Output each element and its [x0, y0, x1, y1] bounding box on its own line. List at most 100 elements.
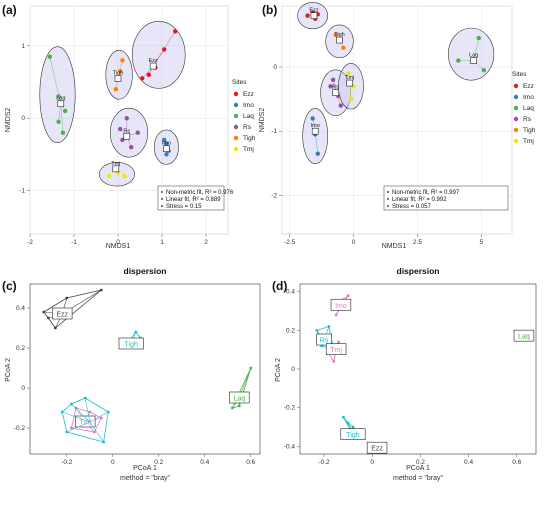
- x-tick-label: 0: [111, 459, 115, 466]
- legend-label: Rs: [243, 124, 252, 131]
- data-point: [42, 310, 46, 314]
- centroid-marker: [114, 75, 122, 82]
- data-point: [348, 96, 354, 102]
- data-point: [481, 68, 487, 73]
- legend-swatch: [233, 102, 239, 108]
- y-tick-label: 0: [21, 115, 25, 122]
- data-point: [65, 430, 69, 434]
- stats-frame: [157, 185, 225, 211]
- data-point: [47, 316, 50, 320]
- data-point: [334, 313, 338, 317]
- data-point: [74, 406, 78, 410]
- x-tick-label: 0: [116, 239, 120, 246]
- data-point: [330, 77, 336, 83]
- plot-title: dispersion: [124, 266, 167, 276]
- legend-label: Tigh: [523, 127, 536, 134]
- legend: Sites Ezz Imo Laq Rs Tigh Tmj: [232, 79, 256, 153]
- plot-title: dispersion: [397, 266, 440, 276]
- site-label: Tigh: [334, 32, 345, 38]
- centroid-label: Tmj: [79, 420, 91, 427]
- data-point: [164, 141, 169, 146]
- x-tick-label: 0.6: [512, 459, 521, 466]
- panel-a: (a) -2 -1 0 1 2 -1 0 1 NMDS1 NMDS2 Ezz Imo Laq Rs Tigh T…: [2, 3, 256, 250]
- panel-label: (d): [272, 279, 287, 293]
- data-point: [328, 84, 333, 89]
- y-tick-label: 0.4: [286, 289, 295, 296]
- data-point: [315, 151, 320, 156]
- stats-bullet: [161, 198, 163, 200]
- data-point: [327, 325, 331, 328]
- data-point: [129, 144, 134, 150]
- centroid-label: Tmj: [330, 347, 342, 354]
- confidence-ellipse: [448, 27, 495, 81]
- x-tick-label: 0.2: [154, 459, 163, 466]
- legend-swatch: [233, 135, 239, 141]
- legend-label: Tmj: [523, 138, 534, 145]
- y-tick-label: 0.2: [286, 327, 295, 334]
- legend-title: Sites: [512, 71, 527, 78]
- y-tick-label: -0.2: [284, 405, 296, 412]
- x-tick-label: 0: [370, 459, 374, 466]
- stats-line: Stress = 0.15: [166, 204, 202, 210]
- x-tick-label: -0.2: [61, 459, 73, 466]
- centroid-label: Tigh: [125, 342, 138, 349]
- legend-swatch: [513, 116, 519, 122]
- x-tick-label: 0.4: [464, 459, 473, 466]
- centroid-label-box: [366, 441, 388, 454]
- spider-line: [152, 31, 176, 67]
- stats-bullet: [387, 198, 389, 200]
- data-point: [162, 137, 167, 143]
- data-point: [113, 87, 119, 92]
- spoke-line: [66, 421, 90, 433]
- data-point: [124, 115, 129, 121]
- data-point: [47, 54, 52, 59]
- data-point: [346, 294, 350, 297]
- legend-swatch: [233, 113, 239, 119]
- data-point: [122, 173, 127, 179]
- x-tick-label: -1: [71, 239, 77, 246]
- legend-label: Ezz: [523, 83, 534, 90]
- x-axis-title: PCoA 1: [133, 465, 157, 472]
- panel-c: (c) dispersion -0.2 0 0.2 0.4 0.6 -0.2 0 0.2 0.4 PC…: [2, 266, 261, 482]
- data-point: [88, 410, 92, 414]
- stats-bullet: [161, 191, 163, 193]
- site-label: Tmj: [111, 161, 120, 167]
- centroid-label: Rs: [320, 338, 329, 345]
- data-point: [341, 415, 345, 419]
- centroid-marker: [310, 12, 318, 19]
- centroid-marker: [470, 57, 477, 64]
- y-axis-title: NMDS2: [259, 108, 266, 133]
- data-point: [70, 426, 73, 430]
- data-point: [346, 71, 351, 76]
- legend-label: Tmj: [243, 146, 254, 153]
- y-tick-label: 0.2: [16, 345, 25, 352]
- site-label: Imo: [311, 123, 320, 129]
- centroid-label-box: [75, 415, 96, 428]
- data-point: [146, 72, 151, 77]
- site-label: Laq: [469, 53, 478, 59]
- x-axis-title: NMDS1: [106, 243, 131, 250]
- site-label: Ezz: [149, 58, 158, 64]
- x-axis-title: NMDS1: [382, 243, 407, 250]
- data-point: [120, 58, 125, 63]
- x-tick-label: -2: [27, 239, 33, 246]
- y-tick-label: -2: [271, 192, 277, 199]
- data-point: [93, 430, 96, 434]
- data-point: [337, 340, 340, 344]
- x-tick-label: 0.2: [416, 459, 425, 466]
- x-axis-title: PCoA 1: [406, 465, 430, 472]
- site-label: Tmj: [345, 75, 354, 81]
- data-point: [106, 410, 110, 414]
- panel-b: (b) -2.5 0 2.5 5 -2 -1 0 NMDS1 NMDS2 Ezz Imo Laq Rs Ti…: [259, 2, 536, 250]
- legend-swatch: [513, 127, 519, 133]
- data-point: [333, 32, 338, 38]
- data-point: [56, 94, 61, 99]
- data-point: [107, 173, 112, 179]
- site-label: Tigh: [113, 70, 124, 76]
- x-tick-label: 0.6: [246, 459, 255, 466]
- data-point: [249, 366, 253, 370]
- panel-d: (d) dispersion -0.2 0 0.2 0.4 0.6 -0.4 -0.2 0 0.2 0…: [272, 266, 537, 482]
- data-point: [164, 152, 169, 157]
- confidence-ellipse: [131, 21, 186, 89]
- data-point: [70, 402, 73, 406]
